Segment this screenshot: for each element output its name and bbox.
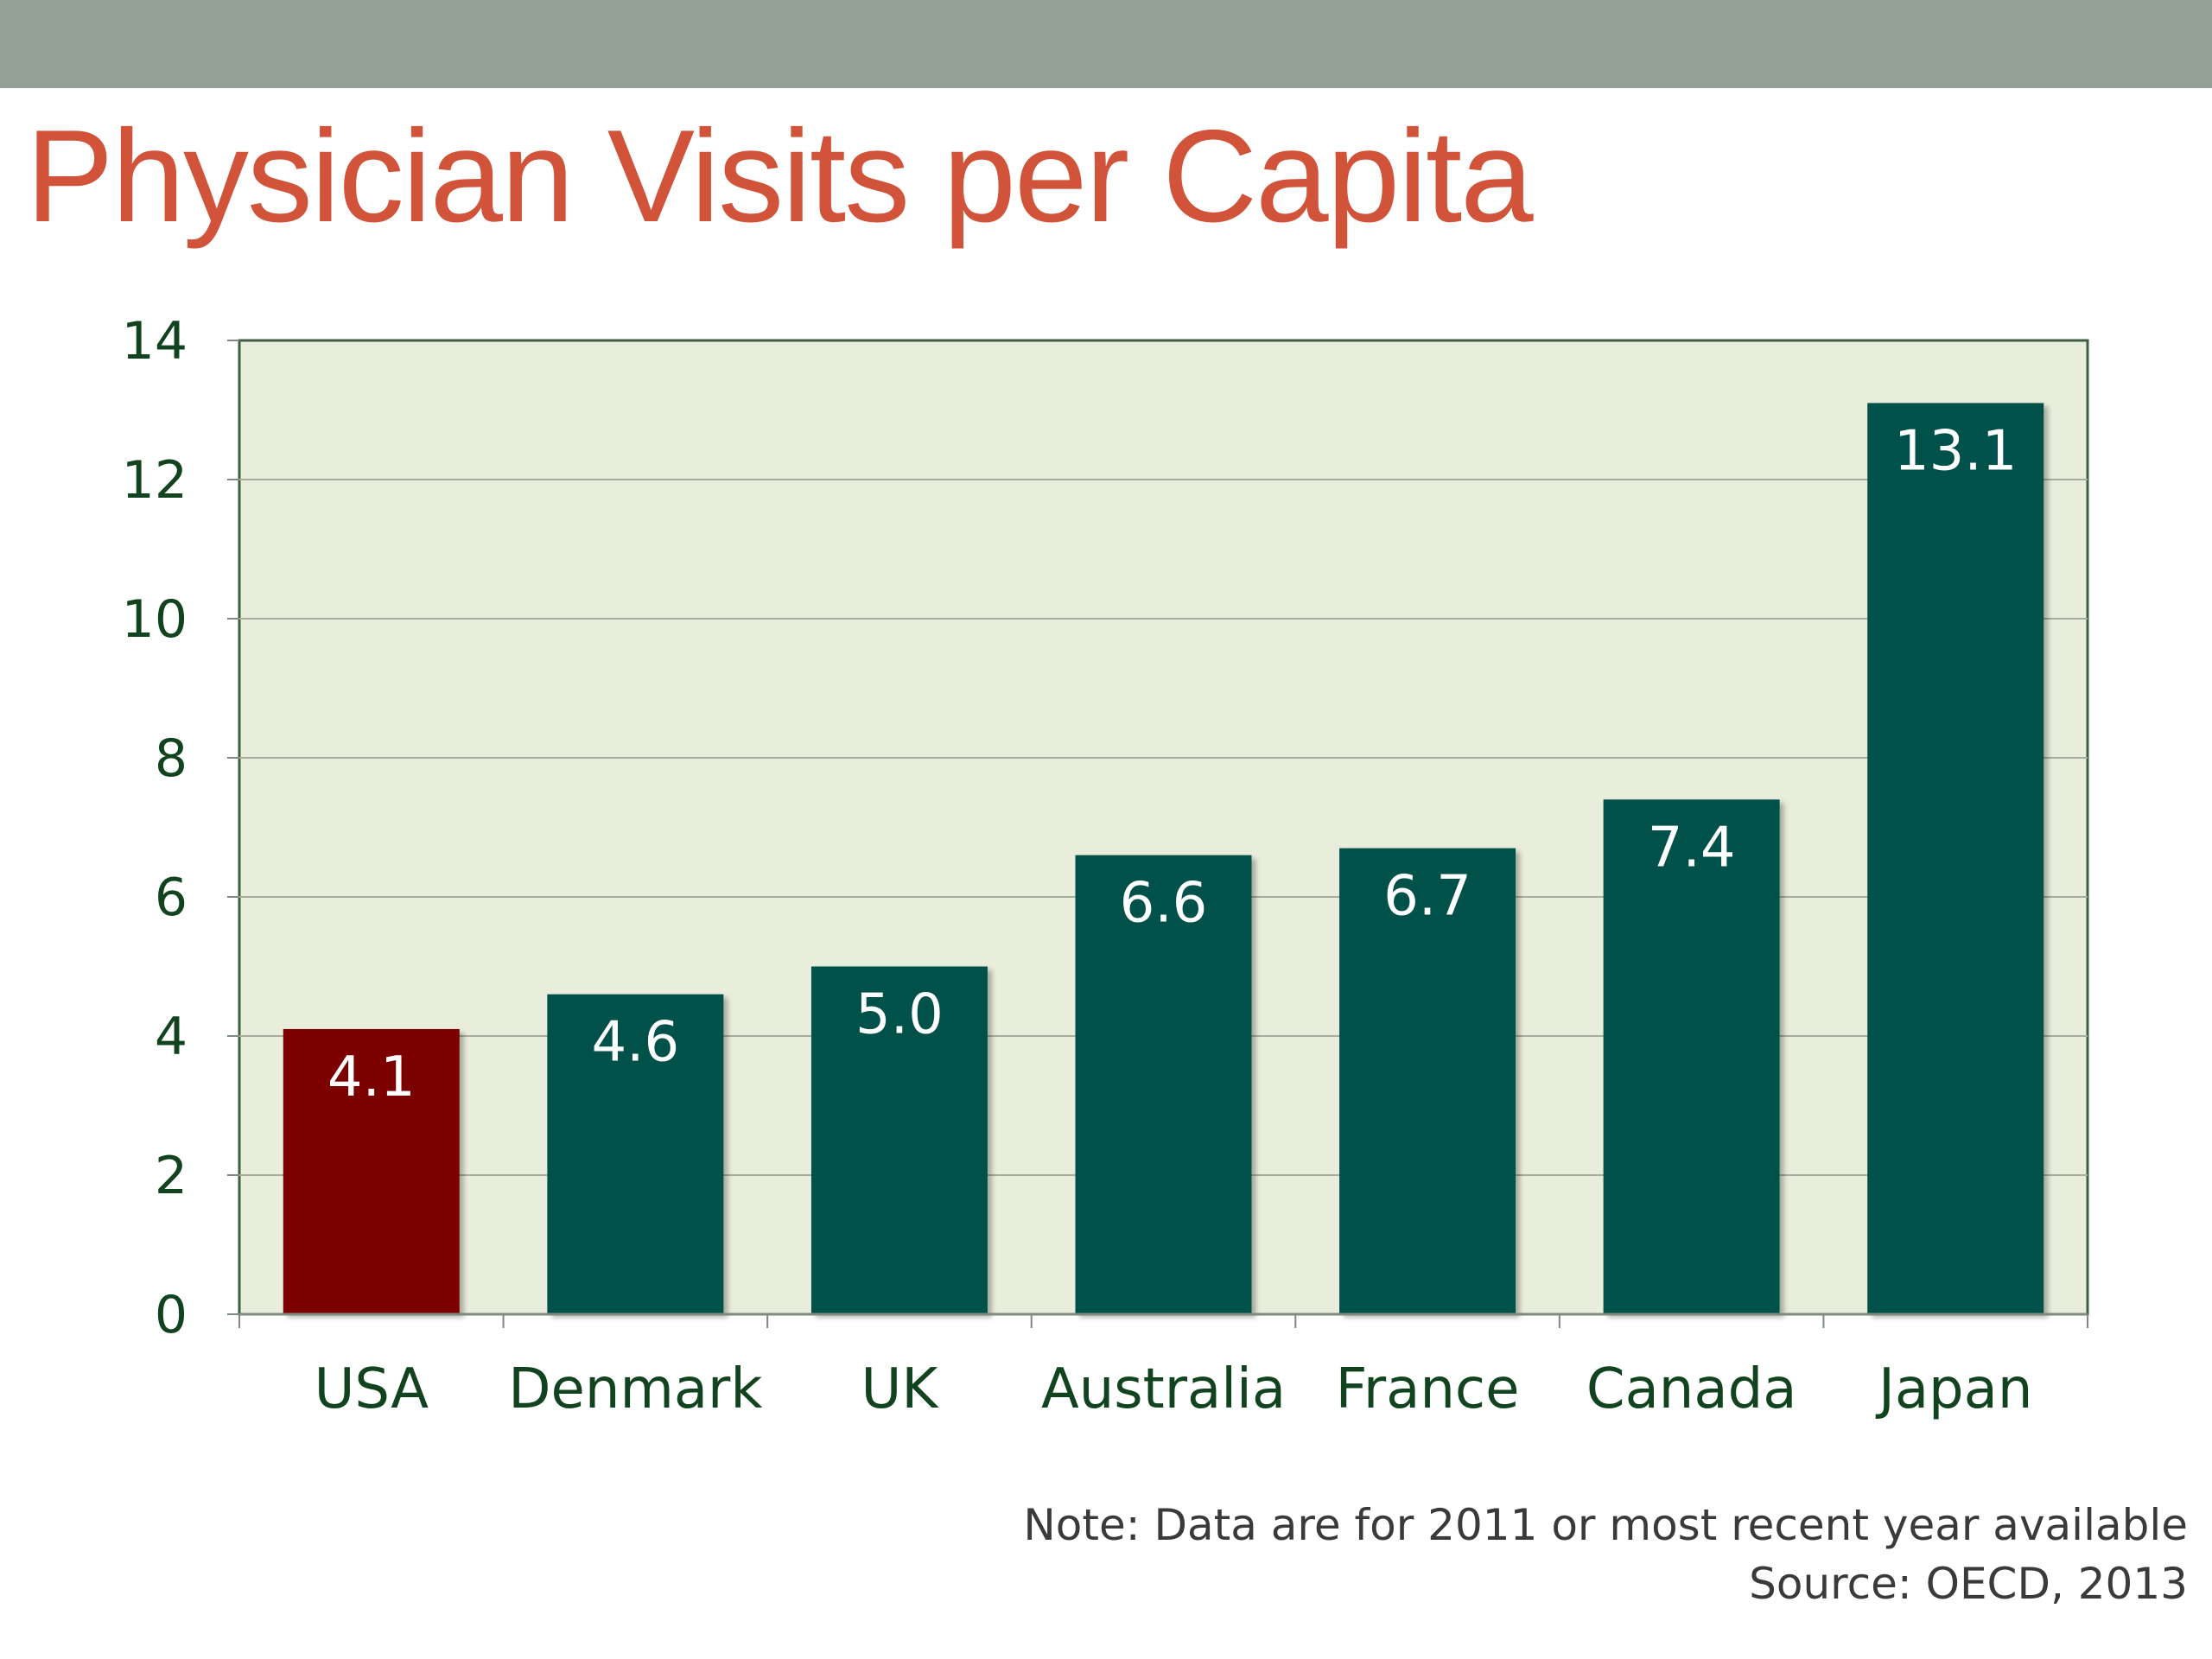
x-tick-label-denmark: Denmark — [508, 1357, 762, 1421]
axes: 0 2 4 6 8 10 12 14 — [122, 311, 2088, 1345]
y-tick-label-4: 4 — [155, 1007, 188, 1067]
labels: 4.1 USA 4.6 Denmark 5.0 UK 6.6 Australia 6.7 Fran… — [315, 419, 2033, 1421]
y-tick-label-8: 8 — [155, 728, 188, 789]
bar-denmark — [547, 994, 724, 1314]
bar-value-label-japan: 13.1 — [1894, 419, 2018, 483]
bar-value-label-denmark: 4.6 — [591, 1011, 679, 1075]
x-tick-label-australia: Australia — [1041, 1357, 1286, 1421]
top-band — [0, 0, 2212, 88]
bar-value-label-uk: 5.0 — [855, 983, 944, 1047]
y-tick-label-14: 14 — [122, 311, 188, 372]
y-tick-label-2: 2 — [155, 1146, 188, 1206]
bar-value-label-canada: 7.4 — [1648, 816, 1736, 880]
x-tick-label-japan: Japan — [1875, 1357, 2033, 1421]
data-note: Note: Data are for 2011 or most recent y… — [1023, 1500, 2188, 1550]
bar-value-label-australia: 6.6 — [1120, 872, 1208, 936]
x-tick-label-usa: USA — [315, 1357, 429, 1421]
bar-australia — [1075, 855, 1252, 1314]
x-tick-label-uk: UK — [861, 1357, 940, 1421]
bar-france — [1339, 848, 1516, 1314]
bars — [283, 403, 2044, 1315]
bar-value-label-usa: 4.1 — [327, 1046, 416, 1109]
x-tick-label-france: France — [1336, 1357, 1520, 1421]
y-tick-label-10: 10 — [122, 589, 188, 650]
y-tick-label-6: 6 — [155, 868, 188, 928]
y-tick-label-0: 0 — [155, 1285, 188, 1345]
slide-title: Physician Visits per Capita — [26, 103, 1534, 250]
bar-value-label-france: 6.7 — [1383, 865, 1471, 929]
data-source: Source: OECD, 2013 — [1749, 1559, 2188, 1609]
bar-japan — [1867, 403, 2044, 1315]
bar-usa — [283, 1028, 460, 1314]
bar-canada — [1603, 799, 1780, 1314]
y-tick-label-12: 12 — [122, 450, 188, 511]
bar-uk — [810, 966, 988, 1314]
x-tick-label-canada: Canada — [1586, 1357, 1797, 1421]
